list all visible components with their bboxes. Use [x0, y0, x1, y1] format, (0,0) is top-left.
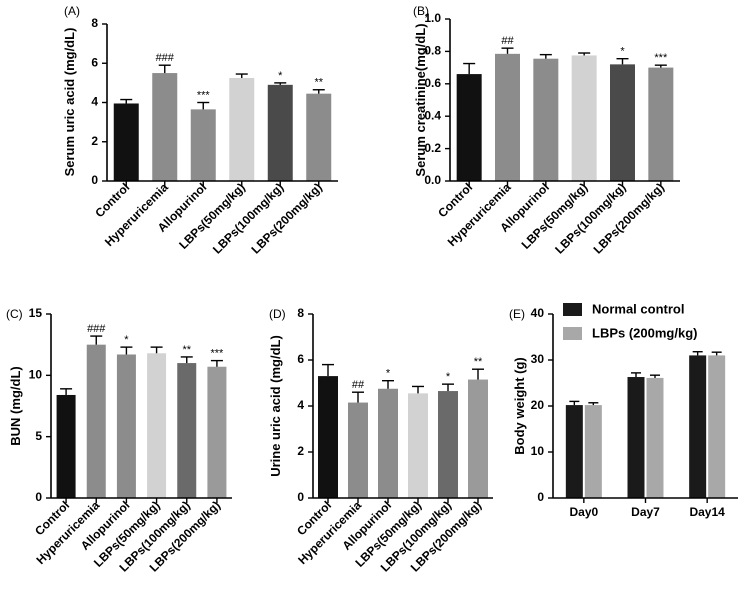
y-tick-label: 1.0 [424, 11, 441, 25]
y-tick-label: 0.2 [424, 141, 441, 155]
significance-label: ** [182, 344, 191, 356]
significance-label: ** [314, 77, 323, 89]
panel-label: (A) [64, 4, 80, 18]
bar [229, 77, 255, 181]
legend-swatch [563, 303, 582, 316]
bar [152, 73, 178, 181]
x-tick-label: LBPs(50mg/kg) [519, 180, 591, 252]
bar [318, 376, 338, 498]
chart-panel-e: (E) Body weight (g) 0 10 20 30 40 Day0 Day7 Day14… [509, 301, 738, 519]
significance-label: ## [352, 379, 365, 391]
significance-label: ### [87, 323, 106, 335]
y-tick-label: 2 [297, 444, 304, 458]
bar [708, 355, 726, 498]
y-tick-label: 6 [91, 55, 98, 69]
bar [438, 391, 458, 498]
bar [56, 394, 76, 498]
significance-label: ## [501, 35, 514, 47]
y-tick-label: 0 [35, 490, 42, 504]
panel-label: (C) [6, 307, 23, 321]
bar [86, 344, 106, 498]
bar [646, 377, 664, 498]
chart-panel-b: (B) Serum creatinine(mg/dL)0.0 0.2 0.4 0.6 0.… [413, 4, 680, 257]
x-tick-label: LBPs(100mg/kg) [552, 180, 628, 256]
y-tick-label: 0.6 [424, 76, 441, 90]
significance-label: * [278, 70, 283, 82]
y-tick-label: 0 [297, 490, 304, 504]
bar [306, 93, 332, 181]
y-tick-label: 0 [91, 173, 98, 187]
bar [610, 64, 635, 181]
bar [378, 388, 398, 498]
legend-label: LBPs (200mg/kg) [592, 325, 697, 340]
bar [584, 405, 602, 498]
y-tick-label: 10 [29, 368, 43, 382]
bar [565, 405, 583, 498]
bar [627, 377, 645, 498]
bar [348, 402, 368, 498]
bar [177, 363, 197, 498]
x-tick-label: Day7 [631, 505, 660, 519]
legend-label: Normal control [592, 301, 684, 316]
y-axis-label: Urine uric acid (mg/dL) [268, 335, 283, 477]
y-tick-label: 2 [91, 134, 98, 148]
y-tick-label: 30 [531, 352, 545, 366]
y-tick-label: 10 [531, 444, 545, 458]
significance-label: *** [197, 90, 211, 102]
x-tick-label: LBPs(200mg/kg) [591, 180, 667, 256]
y-tick-label: 15 [29, 306, 43, 320]
y-tick-label: 0.0 [424, 173, 441, 187]
bar [207, 366, 227, 498]
bar [113, 103, 139, 181]
significance-label: ### [156, 52, 175, 64]
y-tick-label: 40 [531, 306, 545, 320]
bar [571, 55, 597, 182]
y-axis-label: Body weight (g) [512, 357, 527, 455]
panel-label: (D) [269, 307, 286, 321]
y-tick-label: 8 [91, 16, 98, 30]
y-tick-label: 0.8 [424, 44, 441, 58]
significance-label: *** [654, 52, 668, 64]
y-tick-label: 0.4 [424, 108, 441, 122]
chart-panel-d: (D)Urine uric acid (mg/dL)02468Control##… [268, 306, 493, 575]
bar [408, 393, 428, 498]
significance-label: *** [210, 348, 224, 360]
bar [190, 109, 216, 181]
bar [116, 354, 136, 498]
y-tick-label: 8 [297, 306, 304, 320]
y-tick-label: 20 [531, 398, 545, 412]
significance-label: * [446, 371, 451, 383]
significance-label: * [124, 334, 129, 346]
y-tick-label: 0 [537, 490, 544, 504]
y-axis-label: BUN (mg/dL) [8, 366, 23, 445]
bar [533, 58, 559, 181]
panel-label: (B) [413, 4, 429, 18]
bar [648, 67, 674, 181]
y-axis-label: Serum creatinine(mg/dL) [413, 23, 428, 176]
significance-label: * [386, 368, 391, 380]
chart-panel-a: (A)Serum uric acid (mg/dL)02468Control##… [62, 4, 338, 257]
y-tick-label: 5 [35, 429, 42, 443]
bar [689, 355, 707, 498]
y-tick-label: 6 [297, 352, 304, 366]
y-axis-label: Serum uric acid (mg/dL) [62, 28, 77, 177]
x-tick-label: Day0 [569, 505, 598, 519]
y-tick-label: 4 [297, 398, 304, 412]
bar [456, 74, 482, 181]
significance-label: * [620, 46, 625, 58]
significance-label: ** [474, 356, 483, 368]
legend-swatch [563, 327, 582, 340]
x-tick-label: LBPs(50mg/kg) [176, 180, 248, 252]
bar [267, 84, 293, 181]
bar [147, 353, 167, 498]
x-tick-label: LBPs(200mg/kg) [248, 180, 324, 256]
x-tick-label: Day14 [689, 505, 725, 519]
bar [495, 53, 520, 181]
x-tick-label: LBPs(100mg/kg) [210, 180, 286, 256]
bar [468, 379, 488, 498]
panel-label: (E) [509, 307, 525, 321]
y-tick-label: 4 [91, 95, 98, 109]
chart-panel-c: (C)BUN (mg/dL)051015Control###Hyperurice… [6, 306, 232, 575]
